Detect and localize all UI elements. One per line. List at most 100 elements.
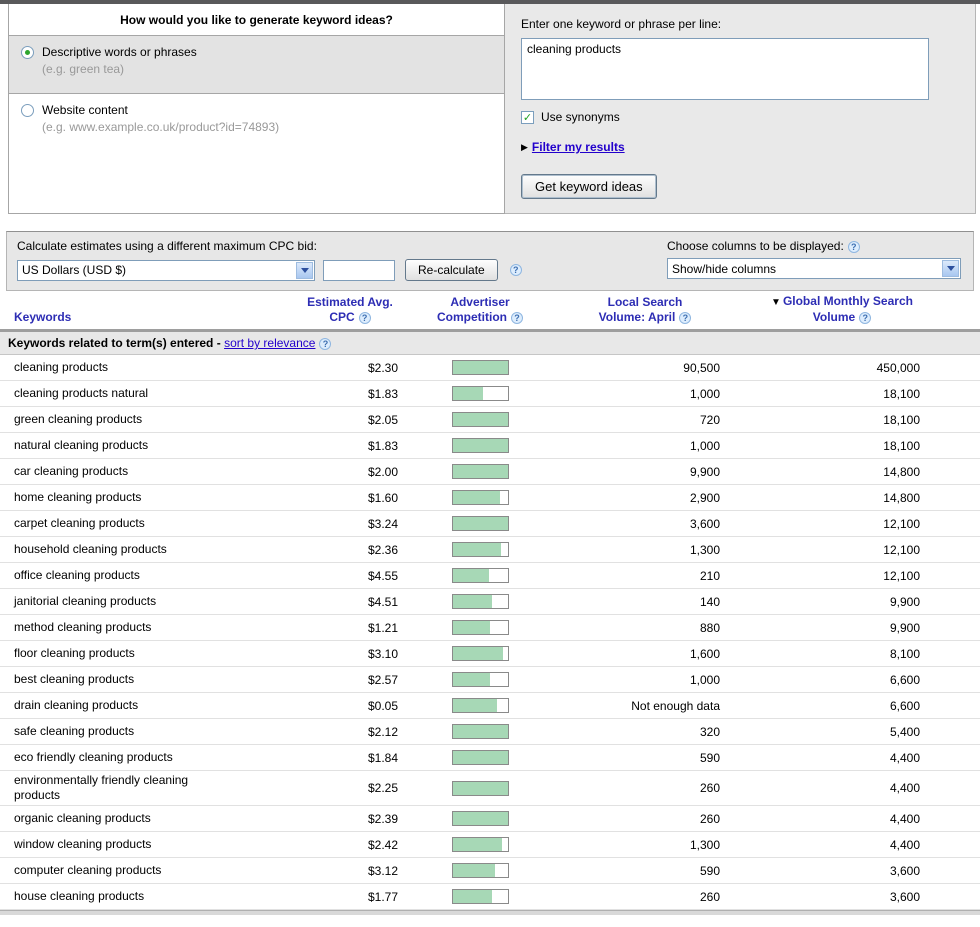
estimates-toolbar: Calculate estimates using a different ma… xyxy=(6,231,974,291)
global-volume-cell: 4,400 xyxy=(730,832,980,858)
competition-bar-fill xyxy=(453,890,493,903)
competition-bar xyxy=(452,698,509,713)
local-volume-cell: 320 xyxy=(560,719,730,745)
competition-bar xyxy=(452,889,509,904)
cpc-help-icon[interactable]: ? xyxy=(359,312,371,324)
local-volume-cell: 260 xyxy=(560,806,730,832)
local-volume-cell: 140 xyxy=(560,589,730,615)
recalculate-button[interactable]: Re-calculate xyxy=(405,259,498,281)
dropdown-arrow-icon[interactable] xyxy=(942,260,959,277)
cpc-cell: $2.05 xyxy=(300,407,400,433)
choose-columns-label: Choose columns to be displayed: xyxy=(667,239,844,253)
competition-help-icon[interactable]: ? xyxy=(511,312,523,324)
bottom-divider xyxy=(0,910,980,915)
show-hide-columns-select[interactable]: Show/hide columns xyxy=(667,258,961,279)
generator-panel-title: How would you like to generate keyword i… xyxy=(9,4,504,36)
local-volume-cell: 3,600 xyxy=(560,511,730,537)
competition-bar xyxy=(452,781,509,796)
local-volume-cell: 90,500 xyxy=(560,355,730,381)
competition-bar xyxy=(452,672,509,687)
competition-bar-fill xyxy=(453,782,508,795)
global-volume-cell: 450,000 xyxy=(730,355,980,381)
cpc-cell: $3.12 xyxy=(300,858,400,884)
local-volume-cell: 210 xyxy=(560,563,730,589)
competition-bar xyxy=(452,438,509,453)
column-header-local-volume[interactable]: Local Search Volume: April xyxy=(599,295,683,324)
competition-bar xyxy=(452,750,509,765)
cpc-cell: $1.21 xyxy=(300,615,400,641)
competition-bar-fill xyxy=(453,491,501,504)
local-volume-cell: 1,300 xyxy=(560,832,730,858)
max-cpc-bid-input[interactable] xyxy=(323,260,395,281)
results-body: Keywords related to term(s) entered - so… xyxy=(0,331,980,910)
global-volume-cell: 12,100 xyxy=(730,511,980,537)
local-volume-cell: 880 xyxy=(560,615,730,641)
global-volume-cell: 18,100 xyxy=(730,381,980,407)
local-volume-cell: 1,000 xyxy=(560,433,730,459)
keyword-cell: home cleaning products xyxy=(14,490,141,505)
competition-bar xyxy=(452,811,509,826)
local-volume-help-icon[interactable]: ? xyxy=(679,312,691,324)
competition-bar xyxy=(452,464,509,479)
sort-descending-icon: ▼ xyxy=(771,297,781,308)
recalculate-help-icon[interactable]: ? xyxy=(510,264,522,276)
cpc-cell: $1.60 xyxy=(300,485,400,511)
option-descriptive-words[interactable]: Descriptive words or phrases (e.g. green… xyxy=(9,36,504,94)
cpc-cell: $2.00 xyxy=(300,459,400,485)
option-hint: (e.g. www.example.co.uk/product?id=74893… xyxy=(42,120,279,134)
global-volume-help-icon[interactable]: ? xyxy=(859,312,871,324)
global-volume-cell: 3,600 xyxy=(730,884,980,910)
table-row: home cleaning products $1.60 2,900 14,80… xyxy=(0,485,980,511)
cpc-cell: $4.51 xyxy=(300,589,400,615)
competition-bar-fill xyxy=(453,699,497,712)
table-row: janitorial cleaning products $4.51 140 9… xyxy=(0,589,980,615)
column-header-global-volume[interactable]: Global Monthly Search Volume xyxy=(783,294,913,324)
table-row: window cleaning products $2.42 1,300 4,4… xyxy=(0,832,980,858)
use-synonyms-checkbox[interactable]: ✓ xyxy=(521,111,534,124)
global-volume-cell: 5,400 xyxy=(730,719,980,745)
column-header-cpc[interactable]: Estimated Avg. CPC xyxy=(307,295,393,324)
competition-bar xyxy=(452,594,509,609)
filter-expand-icon[interactable]: ▶ xyxy=(521,142,528,153)
cpc-cell: $2.57 xyxy=(300,667,400,693)
local-volume-cell: 1,000 xyxy=(560,381,730,407)
keyword-cell: computer cleaning products xyxy=(14,863,161,878)
column-header-keywords[interactable]: Keywords xyxy=(14,310,71,324)
relevance-help-icon[interactable]: ? xyxy=(319,338,331,350)
keyword-cell: safe cleaning products xyxy=(14,724,134,739)
table-row: cleaning products natural $1.83 1,000 18… xyxy=(0,381,980,407)
global-volume-cell: 9,900 xyxy=(730,589,980,615)
sort-by-relevance-link[interactable]: sort by relevance xyxy=(224,336,315,350)
table-row: green cleaning products $2.05 720 18,100 xyxy=(0,407,980,433)
cpc-cell: $0.05 xyxy=(300,693,400,719)
radio-website-content-icon[interactable] xyxy=(21,104,34,117)
dropdown-arrow-icon[interactable] xyxy=(296,262,313,279)
local-volume-cell: 260 xyxy=(560,884,730,910)
competition-bar xyxy=(452,490,509,505)
table-row: house cleaning products $1.77 260 3,600 xyxy=(0,884,980,910)
keyword-textarea[interactable]: cleaning products xyxy=(521,38,929,100)
keyword-cell: green cleaning products xyxy=(14,412,142,427)
keyword-cell: natural cleaning products xyxy=(14,438,148,453)
top-section: How would you like to generate keyword i… xyxy=(8,4,976,214)
use-synonyms-label[interactable]: Use synonyms xyxy=(541,110,620,124)
table-row: best cleaning products $2.57 1,000 6,600 xyxy=(0,667,980,693)
choose-columns-help-icon[interactable]: ? xyxy=(848,241,860,253)
competition-bar-fill xyxy=(453,517,508,530)
competition-bar-fill xyxy=(453,864,496,877)
competition-bar xyxy=(452,646,509,661)
get-keyword-ideas-button[interactable]: Get keyword ideas xyxy=(521,174,657,199)
option-website-content[interactable]: Website content (e.g. www.example.co.uk/… xyxy=(9,94,504,213)
table-row: environmentally friendly cleaning produc… xyxy=(0,771,980,806)
generator-panel: How would you like to generate keyword i… xyxy=(8,4,505,214)
radio-descriptive-words-icon[interactable] xyxy=(21,46,34,59)
competition-bar xyxy=(452,412,509,427)
column-header-competition[interactable]: Advertiser Competition xyxy=(437,295,510,324)
global-volume-cell: 18,100 xyxy=(730,407,980,433)
currency-select[interactable]: US Dollars (USD $) xyxy=(17,260,315,281)
filter-results-link[interactable]: Filter my results xyxy=(532,140,625,154)
option-label: Descriptive words or phrases xyxy=(42,45,197,59)
table-row: safe cleaning products $2.12 320 5,400 xyxy=(0,719,980,745)
competition-bar xyxy=(452,837,509,852)
local-volume-cell: 9,900 xyxy=(560,459,730,485)
